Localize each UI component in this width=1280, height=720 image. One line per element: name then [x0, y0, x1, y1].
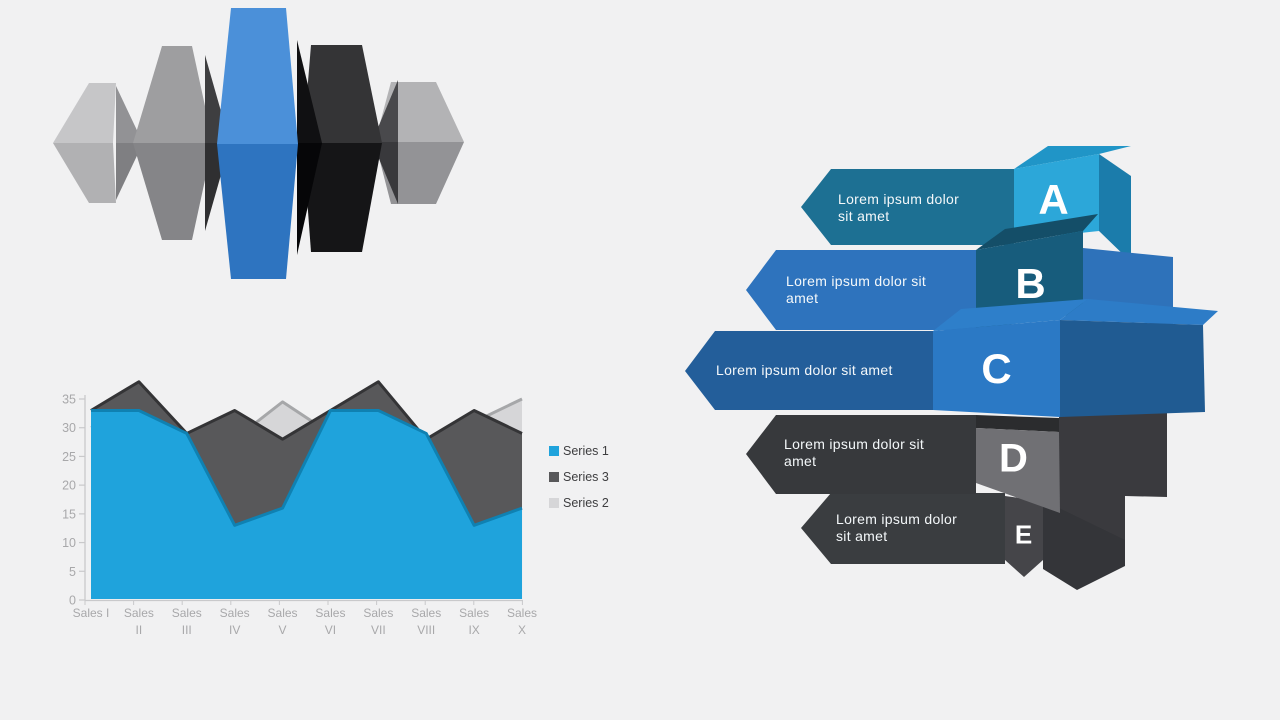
x-tick-label: Sales	[411, 606, 441, 620]
prism-3-side-lower	[297, 143, 322, 255]
row-d-top	[976, 415, 1059, 432]
infographic-row-a	[801, 146, 1131, 262]
y-tick-label: 20	[62, 479, 76, 493]
x-tick-label: Sales	[268, 606, 298, 620]
row-a-side	[1099, 154, 1131, 262]
infographic-row-c	[685, 299, 1218, 417]
y-tick-label: 5	[69, 565, 76, 579]
x-tick-label: VI	[325, 623, 336, 637]
x-tick-label: V	[279, 623, 287, 637]
y-tick-label: 30	[62, 421, 76, 435]
row-a-top	[1014, 146, 1131, 169]
prism-3-side-upper	[297, 40, 322, 143]
prism-4-face-upper	[303, 45, 382, 143]
x-tick-label: VIII	[417, 623, 435, 637]
row-b-top	[976, 214, 1098, 250]
row-d-front	[976, 428, 1060, 513]
row-e-front	[1005, 496, 1043, 577]
x-tick-label: II	[136, 623, 143, 637]
prism-1-side-upper	[116, 86, 143, 143]
x-tick-label: Sales	[172, 606, 202, 620]
row-d-banner	[746, 415, 976, 494]
y-tick-label: 0	[69, 594, 76, 608]
prism-4-face-lower	[303, 143, 382, 252]
row-d-block	[1059, 410, 1167, 540]
infographic-row-d	[746, 410, 1167, 540]
row-c-panel	[1060, 320, 1205, 417]
series-3-edge	[90, 380, 523, 441]
row-e-banner	[801, 493, 1005, 564]
x-tick-label: Sales	[363, 606, 393, 620]
row-c-top	[933, 299, 1088, 331]
row-c-banner	[685, 331, 933, 410]
area-chart: 0 5 10 15 20 25 30 35 Sales I Sales II Sales III Sale…	[62, 380, 537, 638]
chart-axes: 0 5 10 15 20 25 30 35 Sales I Sales II Sales III Sale…	[62, 393, 537, 638]
x-tick-label: Sales	[459, 606, 489, 620]
y-tick-label: 35	[62, 393, 76, 407]
x-tick-label: IX	[468, 623, 479, 637]
x-tick-label: X	[518, 623, 526, 637]
series-series-1	[91, 408, 523, 599]
y-tick-label: 25	[62, 450, 76, 464]
series-1-edge	[91, 408, 523, 527]
row-c-front	[933, 320, 1060, 417]
x-tick-label: Sales I	[73, 606, 110, 620]
infographic-rows	[685, 146, 1218, 590]
x-tick-label: Sales	[315, 606, 345, 620]
x-tick-label: IV	[229, 623, 240, 637]
prism-3-face-lower	[217, 144, 298, 279]
prism-1-side-lower	[116, 143, 143, 200]
prism-2-face-lower	[133, 143, 213, 240]
y-tick-label: 10	[62, 536, 76, 550]
prism-cluster	[53, 8, 464, 279]
prism-1-face-lower	[53, 143, 116, 203]
x-tick-label: III	[182, 623, 192, 637]
infographic-row-e	[801, 493, 1125, 590]
prism-3-face-upper	[217, 8, 298, 144]
x-tick-label: Sales	[220, 606, 250, 620]
y-tick-label: 15	[62, 507, 76, 521]
prism-2-face-upper	[133, 46, 213, 143]
prism-1-face-upper	[53, 83, 116, 143]
x-tick-label: Sales	[124, 606, 154, 620]
x-tick-label: Sales	[507, 606, 537, 620]
row-a-banner	[801, 169, 1014, 245]
x-tick-label: VII	[371, 623, 386, 637]
row-b-banner	[746, 250, 976, 330]
row-c-ribbon	[1060, 299, 1218, 325]
